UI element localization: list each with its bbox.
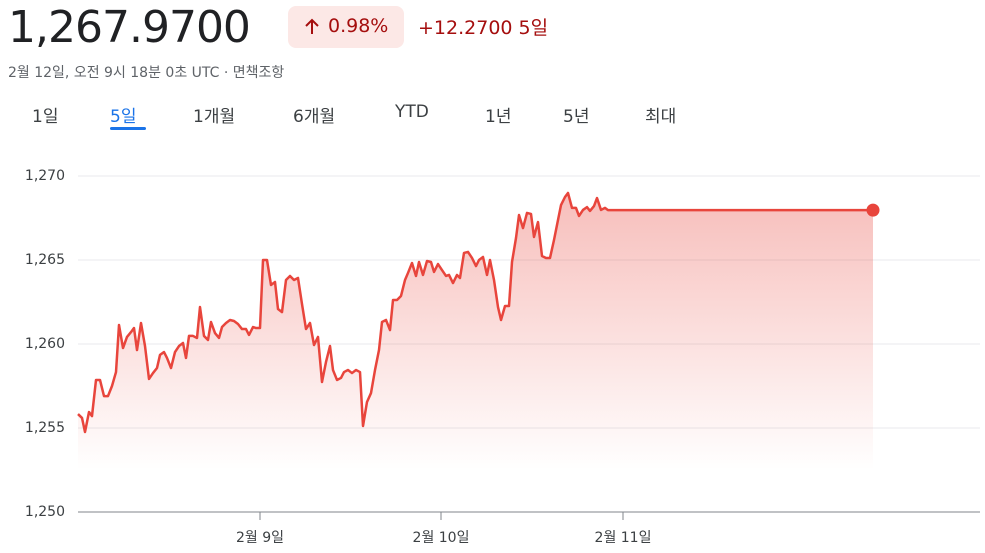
change: +12.2700 5일 — [418, 13, 548, 40]
last-point — [866, 203, 880, 217]
timestamp-text: 2월 12일, 오전 9시 18분 0초 UTC · — [8, 65, 233, 81]
price-line — [77, 191, 873, 434]
area — [78, 192, 873, 470]
y-tick-label: 1,265 — [25, 252, 65, 268]
y-tick-label: 1,260 — [25, 336, 65, 352]
x-tick-label: 2월 11일 — [595, 530, 652, 546]
y-tick-label: 1,270 — [25, 168, 65, 184]
tab[interactable]: YTD — [395, 102, 429, 122]
timestamp: 2월 12일, 오전 9시 18분 0초 UTC · 면책조항 — [8, 62, 284, 82]
period: 5일 — [518, 17, 549, 39]
disclaimer-link[interactable]: 면책조항 — [232, 65, 285, 81]
y-tick-label: 1,255 — [25, 420, 65, 436]
up-arrow — [305, 18, 319, 34]
tab[interactable]: 최대 — [645, 107, 677, 127]
x-tick-label: 2월 10일 — [413, 530, 470, 546]
change-value: +12.2700 — [418, 17, 513, 39]
tab[interactable]: 1일 — [32, 107, 59, 127]
change-percent: 0.98% — [328, 15, 389, 37]
y-tick-label: 1,250 — [25, 504, 65, 520]
tab[interactable]: 5년 — [563, 107, 590, 127]
tab[interactable]: 5일 — [110, 107, 137, 127]
tab-underline — [110, 127, 146, 130]
price: 1,267.9700 — [8, 2, 251, 53]
tab[interactable]: 1개월 — [193, 107, 236, 127]
change-badge — [288, 6, 404, 48]
x-tick-label: 2월 9일 — [236, 530, 284, 546]
tab[interactable]: 6개월 — [293, 107, 336, 127]
tab[interactable]: 1년 — [485, 107, 512, 127]
